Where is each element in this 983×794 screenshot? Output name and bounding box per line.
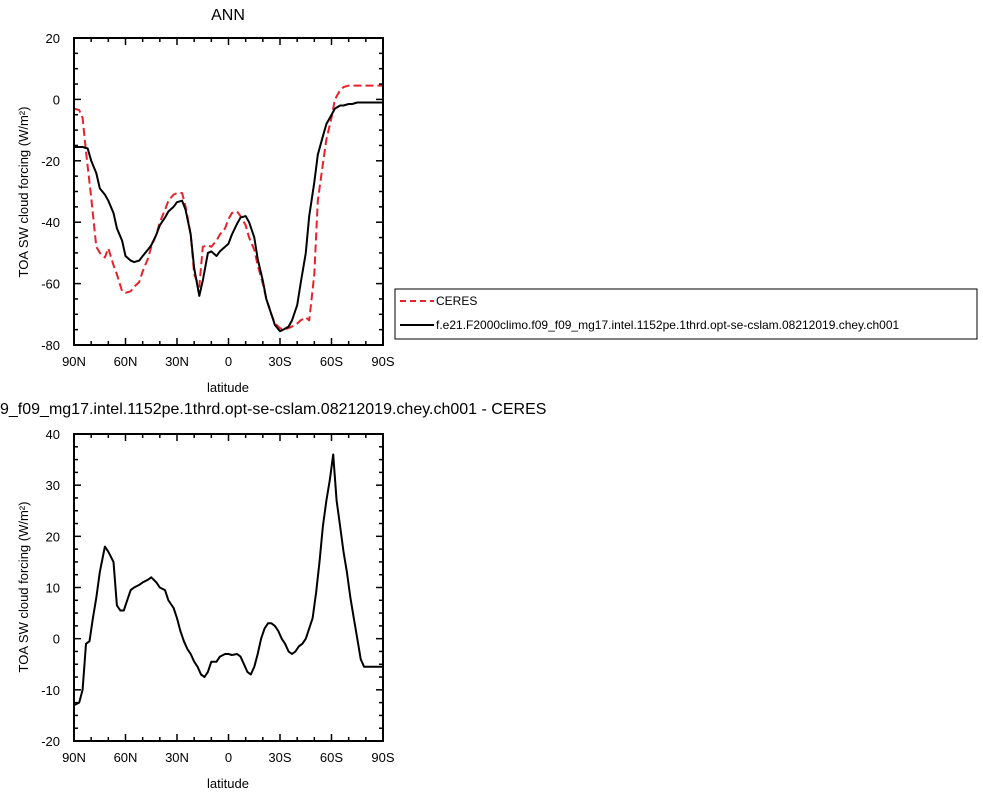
y-tick-label: 40 <box>46 427 60 442</box>
series-group <box>74 453 383 707</box>
legend-box <box>394 288 978 340</box>
x-tick-label: 90S <box>371 354 394 369</box>
series-line-model <box>74 101 383 333</box>
y-tick-label: 0 <box>53 92 60 107</box>
chart-title: 9_f09_mg17.intel.1152pe.1thrd.opt-se-csl… <box>0 401 546 418</box>
x-tick-label: 30S <box>268 750 291 765</box>
x-tick-label: 90S <box>371 750 394 765</box>
x-tick-label: 0 <box>225 354 232 369</box>
y-axis-title: TOA SW cloud forcing (W/m²) <box>16 502 31 673</box>
y-tick-label: -10 <box>41 683 60 698</box>
legend: CERES f.e21.F2000climo.f09_f09_mg17.inte… <box>394 288 978 340</box>
x-tick-label: 30N <box>165 750 189 765</box>
chart-title: ANN <box>211 7 245 24</box>
x-tick-label: 60S <box>320 750 343 765</box>
bottom-chart: 9_f09_mg17.intel.1152pe.1thrd.opt-se-csl… <box>0 401 546 791</box>
x-axis-title: latitude <box>207 380 249 395</box>
y-tick-label: -80 <box>41 338 60 353</box>
y-tick-label: -60 <box>41 277 60 292</box>
legend-label-ceres: CERES <box>436 294 477 308</box>
series-line-model <box>74 453 383 707</box>
y-tick-label: 20 <box>46 31 60 46</box>
plot-frame <box>73 37 384 346</box>
y-axis-title: TOA SW cloud forcing (W/m²) <box>16 107 31 278</box>
top-chart: ANN 90N 60N 30N 0 30S 60S 90S 20 0 -20 -40 -60 -80 l… <box>16 7 395 395</box>
y-tick-label: 20 <box>46 529 60 544</box>
y-tick-label: -20 <box>41 154 60 169</box>
y-tick-label: -20 <box>41 734 60 749</box>
x-tick-label: 60N <box>114 750 138 765</box>
x-tick-label: 30N <box>165 354 189 369</box>
series-group <box>74 84 383 333</box>
x-tick-label: 30S <box>268 354 291 369</box>
x-tick-label: 90N <box>62 750 86 765</box>
plot-frame <box>73 433 384 742</box>
legend-label-model: f.e21.F2000climo.f09_f09_mg17.intel.1152… <box>436 318 900 332</box>
y-tick-label: 30 <box>46 478 60 493</box>
y-tick-label: 0 <box>53 632 60 647</box>
y-tick-label: 10 <box>46 581 60 596</box>
x-tick-label: 60N <box>114 354 138 369</box>
x-axis-title: latitude <box>207 776 249 791</box>
y-tick-label: -40 <box>41 215 60 230</box>
series-line-ceres <box>74 84 383 331</box>
x-tick-label: 60S <box>320 354 343 369</box>
x-tick-label: 90N <box>62 354 86 369</box>
x-tick-label: 0 <box>225 750 232 765</box>
